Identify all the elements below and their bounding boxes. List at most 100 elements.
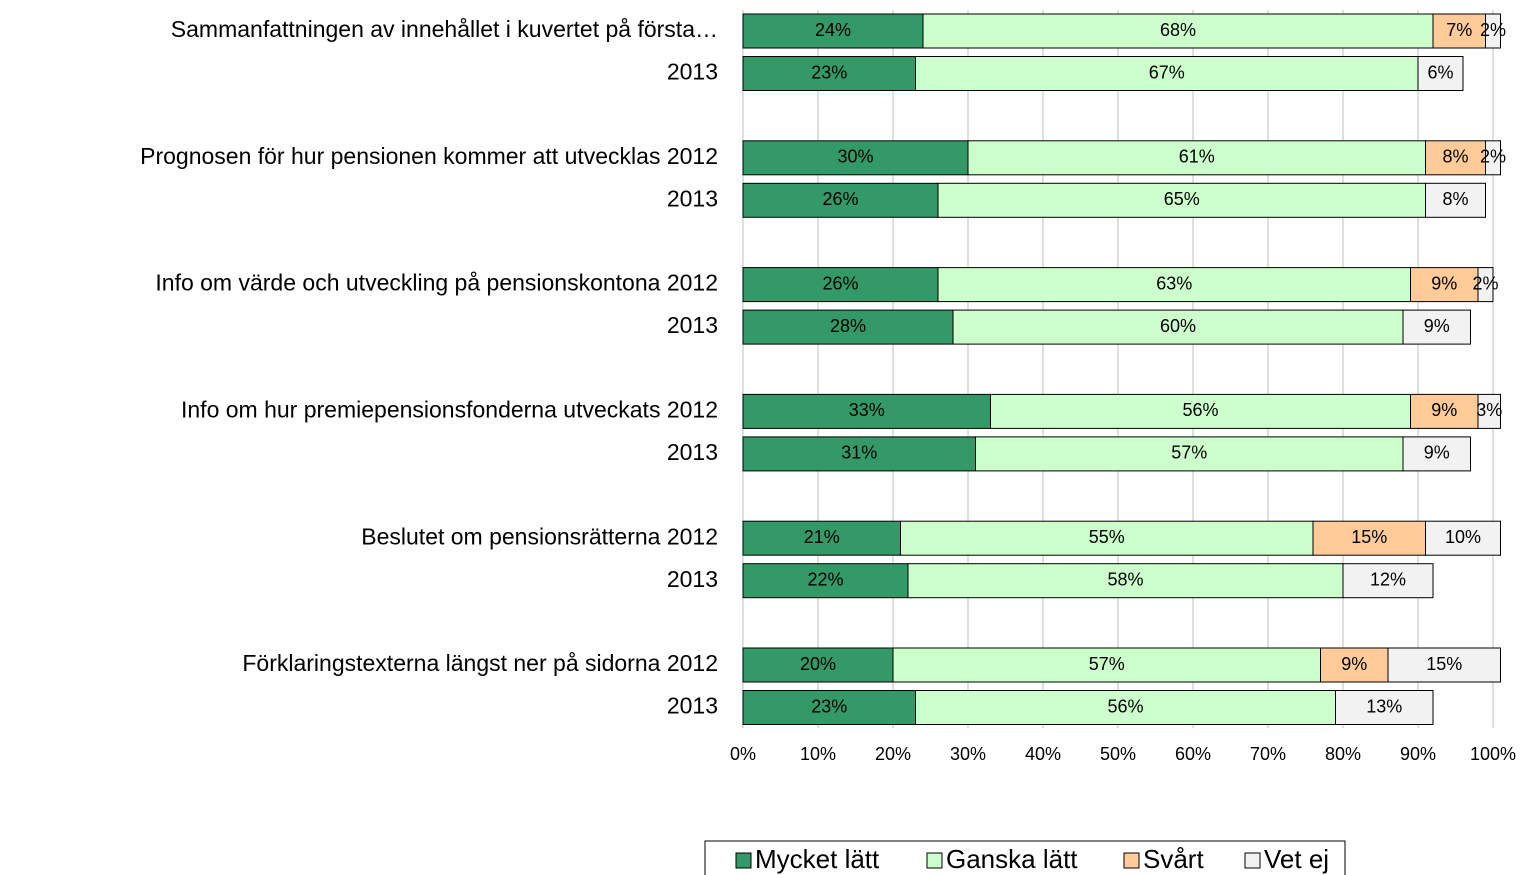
category-label: 2013 xyxy=(667,185,718,211)
bar-segment xyxy=(742,13,924,49)
category-label: 2013 xyxy=(667,439,718,465)
x-tick-label: 100% xyxy=(1470,744,1516,764)
x-tick-label: 40% xyxy=(1025,744,1061,764)
bar-segment xyxy=(1342,563,1434,599)
bar-segment xyxy=(1402,436,1471,472)
bar-segment xyxy=(915,690,1336,725)
data-label: 68% xyxy=(1160,20,1196,40)
bar-segment xyxy=(922,13,1434,49)
x-tick-label: 10% xyxy=(800,744,836,764)
bar-segment xyxy=(1485,13,1501,49)
x-tick-label: 70% xyxy=(1250,744,1286,764)
data-label: 33% xyxy=(849,400,885,420)
category-label: Sammanfattningen av innehållet i kuverte… xyxy=(171,16,718,42)
x-tick-label: 60% xyxy=(1175,744,1211,764)
bar-segment xyxy=(742,182,939,218)
data-label: 10% xyxy=(1445,527,1481,547)
category-label: Prognosen för hur pensionen kommer att u… xyxy=(140,143,718,169)
data-label: 22% xyxy=(807,569,843,589)
bar-segment xyxy=(907,563,1344,599)
data-label: 9% xyxy=(1424,443,1450,463)
category-label: Info om värde och utveckling på pensions… xyxy=(155,270,718,296)
bar-segment xyxy=(742,140,969,176)
category-label: Info om hur premiepensionsfonderna utvec… xyxy=(181,396,718,422)
bar-segment xyxy=(1335,690,1434,725)
legend-label: Mycket lätt xyxy=(755,844,880,874)
bar-segment xyxy=(937,182,1426,218)
data-label: 23% xyxy=(811,62,847,82)
data-label: 8% xyxy=(1442,189,1468,209)
bar-segment xyxy=(742,647,894,683)
legend-swatch xyxy=(1244,852,1261,869)
bar-segment xyxy=(1410,393,1479,429)
data-label: 56% xyxy=(1182,400,1218,420)
data-label: 9% xyxy=(1431,400,1457,420)
bar-segment xyxy=(1402,309,1471,345)
data-label: 15% xyxy=(1351,527,1387,547)
data-label: 24% xyxy=(815,20,851,40)
data-label: 60% xyxy=(1160,316,1196,336)
bar-segment xyxy=(1417,56,1464,91)
category-label: 2013 xyxy=(667,312,718,338)
legend-swatch xyxy=(735,852,752,869)
bar-segment xyxy=(1425,182,1486,218)
data-label: 28% xyxy=(830,316,866,336)
bar-segment xyxy=(990,393,1411,429)
bar-segment xyxy=(742,690,916,725)
data-label: 13% xyxy=(1366,696,1402,716)
data-label: 57% xyxy=(1089,654,1125,674)
bar-segment xyxy=(1477,267,1494,303)
data-label: 7% xyxy=(1446,20,1472,40)
data-label: 2% xyxy=(1480,147,1506,167)
category-label: Förklaringstexterna längst ner på sidorn… xyxy=(242,650,718,676)
bar-segment xyxy=(1320,647,1389,683)
data-label: 30% xyxy=(837,147,873,167)
data-label: 20% xyxy=(800,654,836,674)
data-label: 21% xyxy=(804,527,840,547)
data-label: 15% xyxy=(1426,654,1462,674)
bar-segment xyxy=(1410,267,1479,303)
bar-segment xyxy=(1312,520,1426,556)
bar-segment xyxy=(1485,140,1501,176)
legend-swatch xyxy=(926,852,943,869)
bar-segment xyxy=(1477,393,1501,429)
legend-swatch xyxy=(1123,852,1140,869)
x-tick-label: 0% xyxy=(730,744,756,764)
data-label: 9% xyxy=(1424,316,1450,336)
data-label: 3% xyxy=(1476,400,1502,420)
bar-segment xyxy=(900,520,1314,556)
x-tick-label: 90% xyxy=(1400,744,1436,764)
category-label: 2013 xyxy=(667,693,718,719)
data-label: 57% xyxy=(1171,443,1207,463)
data-label: 58% xyxy=(1107,569,1143,589)
data-label: 55% xyxy=(1089,527,1125,547)
data-label: 67% xyxy=(1149,62,1185,82)
bar-segment xyxy=(952,309,1404,345)
x-tick-label: 20% xyxy=(875,744,911,764)
legend-label: Vet ej xyxy=(1264,844,1329,874)
data-label: 6% xyxy=(1427,62,1453,82)
category-label: 2013 xyxy=(667,59,718,85)
bar-segment xyxy=(967,140,1426,176)
legend-label: Svårt xyxy=(1143,844,1204,874)
x-tick-label: 30% xyxy=(950,744,986,764)
legend-label: Ganska lätt xyxy=(946,844,1078,874)
data-label: 31% xyxy=(841,443,877,463)
data-label: 2% xyxy=(1480,20,1506,40)
data-label: 65% xyxy=(1164,189,1200,209)
data-label: 56% xyxy=(1107,696,1143,716)
data-label: 63% xyxy=(1156,273,1192,293)
bar-segment xyxy=(1387,647,1501,683)
bar-segment xyxy=(975,436,1404,472)
category-label: Beslutet om pensionsrätterna 2012 xyxy=(361,523,718,549)
data-label: 2% xyxy=(1472,273,1498,293)
bar-segment xyxy=(742,309,954,345)
data-label: 23% xyxy=(811,696,847,716)
x-tick-label: 50% xyxy=(1100,744,1136,764)
bar-segment xyxy=(742,436,976,472)
data-label: 61% xyxy=(1179,147,1215,167)
data-label: 12% xyxy=(1370,569,1406,589)
bar-segment xyxy=(742,393,991,429)
data-label: 9% xyxy=(1341,654,1367,674)
